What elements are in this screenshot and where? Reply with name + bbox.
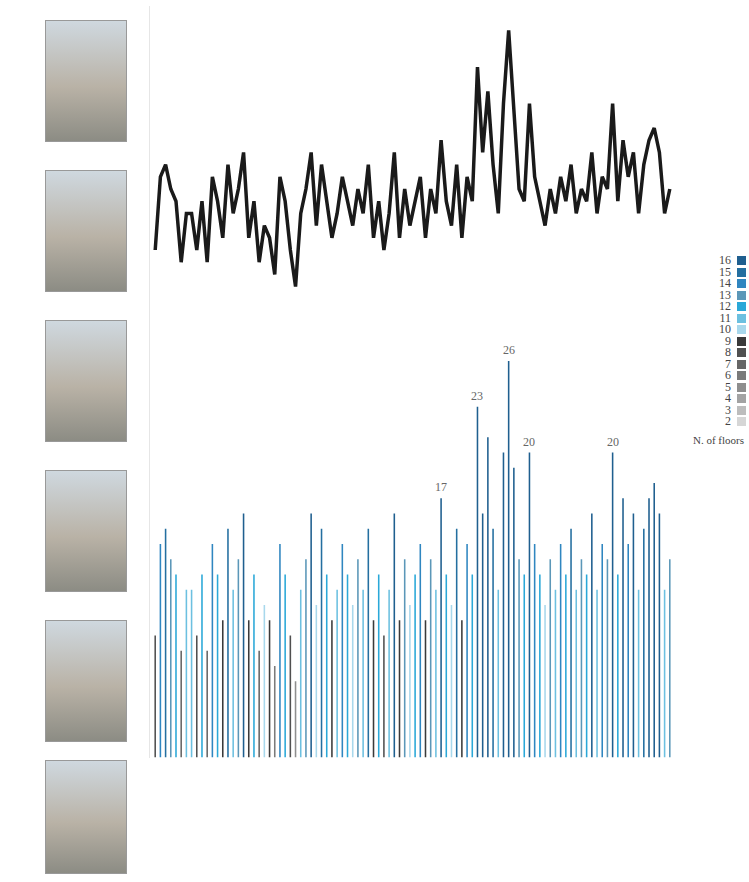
html-text:16: 16 <box>719 253 731 268</box>
html-text:6: 6 <box>725 368 731 383</box>
html-text:2: 2 <box>725 414 731 429</box>
html-text:8: 8 <box>725 345 731 360</box>
svg-text:26: 26 <box>503 343 515 357</box>
html-text:13: 13 <box>719 287 731 302</box>
html-text:9: 9 <box>725 333 731 348</box>
svg-text:17: 17 <box>435 480 447 494</box>
html-text:7: 7 <box>725 356 731 371</box>
html-text:10: 10 <box>719 322 731 337</box>
html-text:3: 3 <box>725 402 731 417</box>
svg-text:23: 23 <box>471 389 483 403</box>
html-text:14: 14 <box>719 276 731 291</box>
html-text:15: 15 <box>719 264 731 279</box>
html-text:5: 5 <box>725 379 731 394</box>
svg-text:20: 20 <box>607 435 619 449</box>
html-text:4: 4 <box>725 391 731 406</box>
html-text:N. of floors: N. of floors <box>693 433 744 446</box>
svg-text:20: 20 <box>523 435 535 449</box>
html-text:12: 12 <box>719 299 731 314</box>
html-text:11: 11 <box>719 310 731 325</box>
